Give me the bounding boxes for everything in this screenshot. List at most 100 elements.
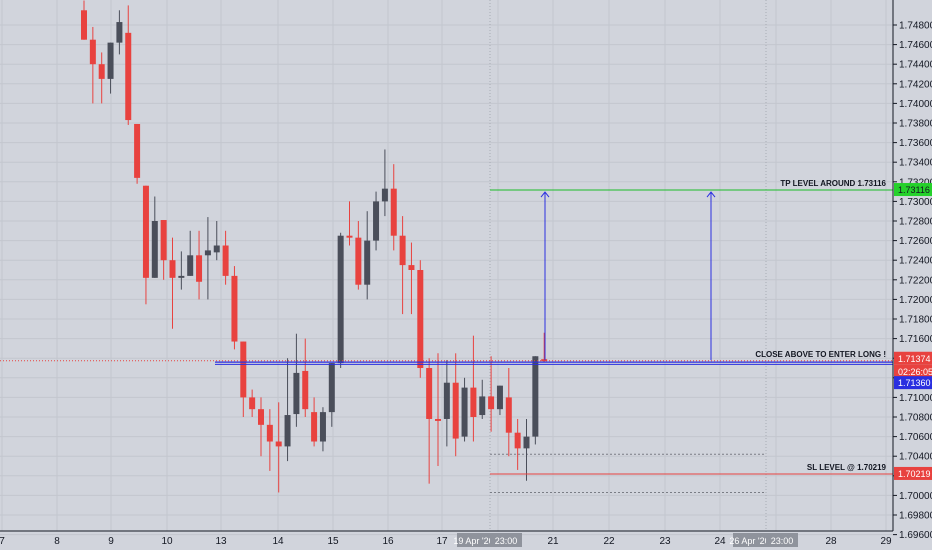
candle-body[interactable] bbox=[514, 432, 521, 449]
y-tick-label: 1.71600 bbox=[899, 334, 932, 345]
x-highlight-label: 23:00 bbox=[771, 536, 794, 546]
x-tick-label: 23 bbox=[659, 536, 671, 547]
tp-arrow-head bbox=[706, 191, 716, 198]
candle-body[interactable] bbox=[231, 275, 238, 342]
entry-price-tag-bg bbox=[894, 351, 932, 365]
candle-body[interactable] bbox=[266, 424, 273, 442]
candle-body[interactable] bbox=[151, 220, 158, 278]
x-tick-label: 9 bbox=[108, 536, 114, 547]
candle-body[interactable] bbox=[142, 185, 149, 278]
candle-body[interactable] bbox=[134, 123, 141, 178]
tp-price-tag-bg bbox=[894, 183, 932, 197]
x-tick-label: 16 bbox=[382, 536, 394, 547]
y-tick-label: 1.74400 bbox=[899, 60, 932, 71]
candle-body[interactable] bbox=[302, 370, 309, 410]
x-highlight-bg bbox=[457, 533, 490, 547]
x-highlight-label: 19 Apr '20 bbox=[453, 536, 493, 546]
candle-body[interactable] bbox=[346, 235, 353, 238]
tp-price-tag: 1.73116 bbox=[898, 185, 930, 195]
candle-body[interactable] bbox=[116, 22, 123, 43]
x-tick-label: 21 bbox=[547, 536, 559, 547]
candle-body[interactable] bbox=[187, 255, 194, 276]
x-tick-label: 7 bbox=[0, 536, 5, 547]
candle-body[interactable] bbox=[364, 240, 371, 285]
candle-body[interactable] bbox=[249, 397, 256, 410]
candle-body[interactable] bbox=[160, 220, 167, 261]
candle-body[interactable] bbox=[275, 441, 282, 447]
candle-body[interactable] bbox=[169, 260, 176, 278]
candle-body[interactable] bbox=[505, 397, 512, 433]
y-tick-label: 1.69800 bbox=[899, 511, 932, 522]
candle-body[interactable] bbox=[337, 235, 344, 364]
y-tick-label: 1.70600 bbox=[899, 432, 932, 443]
current-price-tag: 1.71360 bbox=[898, 378, 931, 388]
candle-body[interactable] bbox=[213, 245, 220, 253]
candle-body[interactable] bbox=[107, 42, 114, 79]
candle-body[interactable] bbox=[89, 39, 96, 65]
candle-body[interactable] bbox=[443, 382, 450, 419]
y-tick-label: 1.74000 bbox=[899, 99, 932, 110]
candle-body[interactable] bbox=[204, 250, 211, 256]
y-tick-label: 1.71800 bbox=[899, 315, 932, 326]
candle-body[interactable] bbox=[178, 275, 185, 278]
y-tick-label: 1.71000 bbox=[899, 393, 932, 404]
countdown-tag: 02:26:05 bbox=[898, 367, 932, 377]
candle-body[interactable] bbox=[196, 255, 203, 282]
candle-body[interactable] bbox=[98, 64, 105, 79]
candle-body[interactable] bbox=[426, 368, 433, 419]
x-highlight-bg bbox=[733, 533, 766, 547]
candle-body[interactable] bbox=[284, 415, 291, 447]
tp-annotation: TP LEVEL AROUND 1.73116 bbox=[780, 179, 886, 188]
entry-annotation: CLOSE ABOVE TO ENTER LONG ! bbox=[755, 350, 886, 359]
candle-body[interactable] bbox=[461, 387, 468, 437]
y-tick-label: 1.73400 bbox=[899, 158, 932, 169]
candle-body[interactable] bbox=[452, 382, 459, 439]
candle-body[interactable] bbox=[541, 359, 548, 362]
candle-body[interactable] bbox=[532, 356, 539, 437]
candle-body[interactable] bbox=[240, 341, 247, 398]
candle-body[interactable] bbox=[373, 201, 380, 241]
candle-body[interactable] bbox=[399, 235, 406, 266]
candle-body[interactable] bbox=[417, 270, 424, 369]
candle-body[interactable] bbox=[125, 32, 132, 121]
candle-body[interactable] bbox=[311, 412, 318, 442]
y-tick-label: 1.72000 bbox=[899, 295, 932, 306]
candle-body[interactable] bbox=[408, 265, 415, 271]
candle-body[interactable] bbox=[222, 245, 229, 276]
candles-group bbox=[81, 0, 548, 493]
x-highlight-bg bbox=[766, 533, 798, 547]
candle-body[interactable] bbox=[390, 188, 397, 236]
y-tick-label: 1.72800 bbox=[899, 216, 932, 227]
x-tick-label: 15 bbox=[327, 536, 339, 547]
candle-body[interactable] bbox=[435, 418, 441, 421]
x-tick-label: 28 bbox=[825, 536, 837, 547]
candle-body[interactable] bbox=[355, 237, 362, 285]
candle-body[interactable] bbox=[470, 387, 477, 418]
entry-price-tag: 1.71374 bbox=[898, 354, 931, 364]
x-tick-label: 10 bbox=[161, 536, 173, 547]
y-tick-label: 1.72400 bbox=[899, 256, 932, 267]
sl-price-tag-bg bbox=[894, 466, 932, 480]
candle-body[interactable] bbox=[293, 372, 300, 415]
x-tick-label: 17 bbox=[436, 536, 448, 547]
y-tick-label: 1.73600 bbox=[899, 138, 932, 149]
candle-body[interactable] bbox=[479, 396, 486, 416]
candle-body[interactable] bbox=[258, 409, 264, 425]
x-tick-label: 29 bbox=[880, 536, 892, 547]
candle-body[interactable] bbox=[496, 385, 503, 410]
level-lines: TP LEVEL AROUND 1.73116 CLOSE ABOVE TO EN… bbox=[0, 179, 893, 475]
x-highlight-label: 23:00 bbox=[495, 536, 518, 546]
y-tick-label: 1.72600 bbox=[899, 236, 932, 247]
candle-body[interactable] bbox=[328, 363, 335, 413]
candle-body[interactable] bbox=[523, 436, 530, 449]
price-tags: 1.73116 1.71374 02:26:051.71360 1.70219 bbox=[894, 183, 932, 480]
sl-price-tag: 1.70219 bbox=[898, 469, 931, 479]
x-tick-label: 14 bbox=[272, 536, 284, 547]
candle-body[interactable] bbox=[81, 10, 87, 40]
candle-body[interactable] bbox=[488, 396, 495, 410]
candle-body[interactable] bbox=[319, 412, 326, 442]
candle-body[interactable] bbox=[381, 188, 388, 202]
